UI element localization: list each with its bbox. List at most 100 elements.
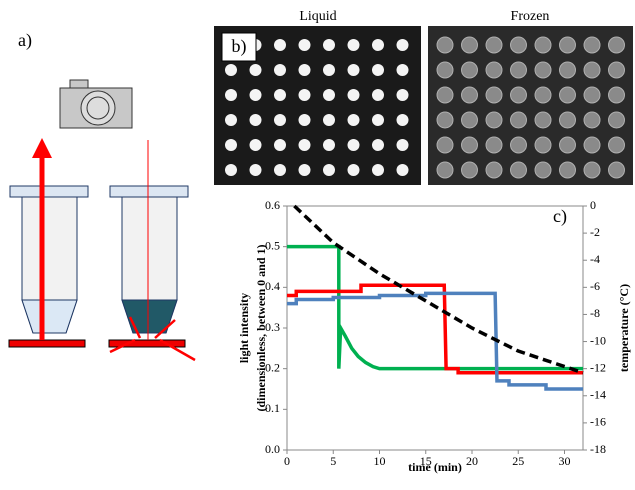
tube-liquid [8, 138, 89, 348]
well [323, 39, 335, 51]
y2-tick-label: -8 [590, 306, 600, 320]
y2-tick-label: -2 [590, 225, 600, 239]
y-tick-label: 0.2 [265, 360, 280, 374]
well [485, 36, 503, 54]
well [298, 139, 311, 151]
well [559, 86, 576, 104]
y-tick-label: 0.5 [265, 238, 280, 252]
well [608, 36, 625, 54]
well [249, 64, 262, 76]
well [396, 139, 409, 151]
caption: Frozen [511, 9, 550, 24]
well [436, 36, 454, 54]
well [510, 36, 527, 54]
well [298, 164, 311, 176]
well [461, 61, 478, 79]
well [274, 114, 286, 126]
well [461, 36, 478, 54]
well [347, 89, 360, 101]
y2-tick-label: -10 [590, 333, 606, 347]
well [559, 36, 576, 54]
well [347, 139, 360, 151]
well [347, 64, 360, 76]
well [534, 136, 552, 154]
y-tick-label: 0.3 [265, 320, 280, 334]
y-axis-label: light intensity [237, 293, 251, 363]
well [485, 111, 503, 129]
panel-label: c) [553, 206, 567, 227]
well [298, 64, 311, 76]
well [372, 89, 384, 101]
label-box [221, 32, 257, 62]
well [534, 111, 552, 129]
series-line [287, 244, 583, 371]
x-tick-label: 5 [330, 454, 336, 468]
x-tick-label: 30 [559, 454, 571, 468]
well [510, 111, 527, 129]
y2-tick-label: -6 [590, 279, 600, 293]
well [249, 139, 262, 151]
well [323, 114, 335, 126]
panel-label: a) [18, 30, 32, 51]
well [249, 114, 262, 126]
series-line [287, 291, 583, 391]
y-tick-label: 0.6 [265, 198, 280, 212]
well [225, 164, 237, 176]
well [559, 61, 576, 79]
x-tick-label: 25 [512, 454, 524, 468]
y2-tick-label: -16 [590, 415, 606, 429]
well [608, 86, 625, 104]
well [485, 61, 503, 79]
well [461, 111, 478, 129]
well [583, 161, 601, 179]
well [436, 161, 454, 179]
well [510, 86, 527, 104]
well [485, 86, 503, 104]
x-tick-label: 10 [374, 454, 386, 468]
well [274, 39, 286, 51]
well [274, 89, 286, 101]
well [436, 136, 454, 154]
y2-tick-label: -14 [590, 388, 606, 402]
well [534, 61, 552, 79]
well [534, 36, 552, 54]
x-tick-label: 15 [420, 454, 432, 468]
well [436, 61, 454, 79]
well [534, 86, 552, 104]
well [559, 161, 576, 179]
well [396, 89, 409, 101]
well [608, 161, 625, 179]
well [559, 136, 576, 154]
well [583, 36, 601, 54]
x-tick-label: 0 [284, 454, 290, 468]
well [436, 111, 454, 129]
y2-tick-label: 0 [590, 198, 596, 212]
series-line [293, 204, 584, 375]
well [372, 164, 384, 176]
well [559, 111, 576, 129]
tube-frozen [108, 140, 196, 362]
y2-tick-label: -4 [590, 252, 600, 266]
well [608, 61, 625, 79]
well [608, 111, 625, 129]
y-axis-label: (dimensionless, between 0 and 1) [254, 244, 268, 411]
well [298, 89, 311, 101]
well [583, 136, 601, 154]
well [225, 89, 237, 101]
well [485, 161, 503, 179]
well [396, 114, 409, 126]
well [347, 39, 360, 51]
well [274, 164, 286, 176]
well [372, 114, 384, 126]
well [298, 39, 311, 51]
caption: Liquid [299, 9, 336, 24]
y2-tick-label: -12 [590, 360, 606, 374]
well [396, 64, 409, 76]
well [225, 114, 237, 126]
well [485, 136, 503, 154]
y-tick-label: 0.4 [265, 279, 280, 293]
well [396, 164, 409, 176]
well [323, 139, 335, 151]
well [323, 164, 335, 176]
